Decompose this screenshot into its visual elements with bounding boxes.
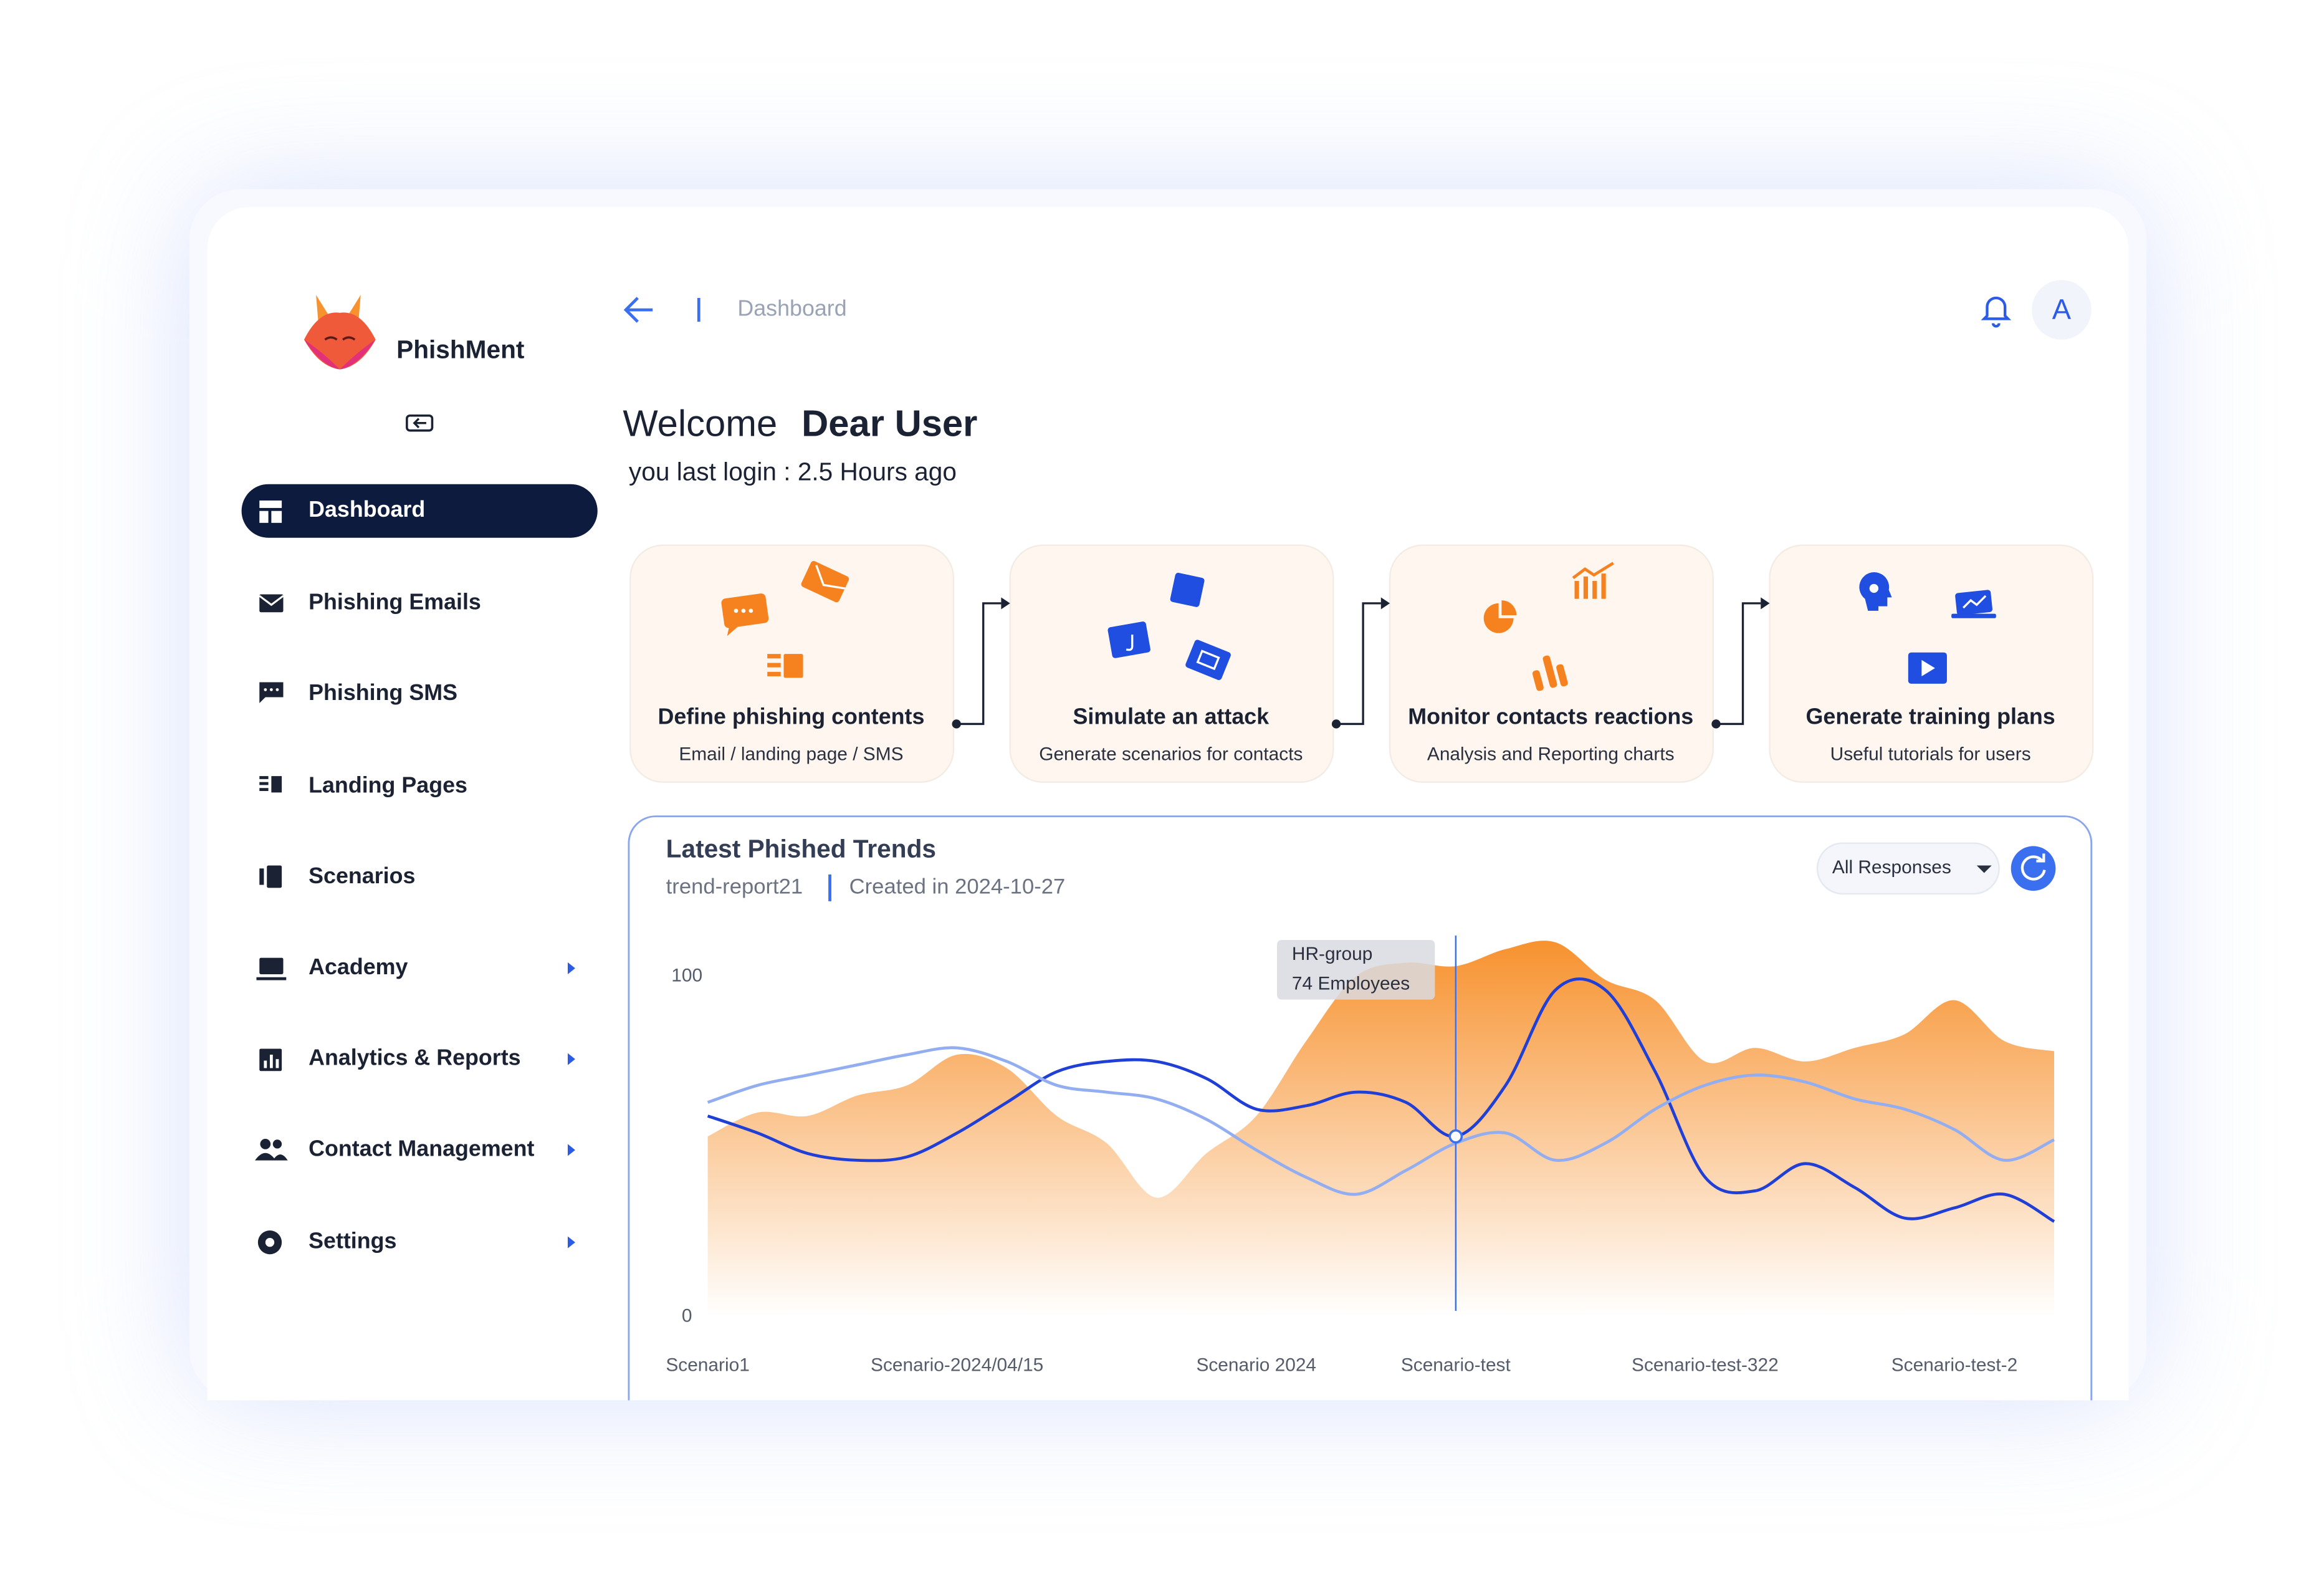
refresh-button[interactable] bbox=[2011, 846, 2056, 891]
filter-dropdown[interactable] bbox=[1816, 842, 2000, 895]
y-tick-label: 0 bbox=[682, 1306, 692, 1326]
x-tick-label: Scenario-2024/04/15 bbox=[871, 1354, 1043, 1375]
avatar[interactable] bbox=[2032, 280, 2092, 340]
step-cards bbox=[629, 544, 2094, 783]
nav-item[interactable]: Contact Management bbox=[308, 1136, 534, 1161]
caret bbox=[1976, 865, 1992, 873]
nav-item[interactable]: Phishing Emails bbox=[308, 589, 481, 614]
breadcrumb: Dashboard bbox=[737, 296, 846, 321]
line bbox=[707, 1046, 2055, 1196]
step-subtitle: Useful tutorials for users bbox=[1830, 744, 2031, 765]
y-tick-label: 100 bbox=[671, 965, 702, 985]
tooltip-title: HR-group bbox=[1292, 944, 1372, 964]
x-tick-label: Scenario1 bbox=[666, 1354, 749, 1375]
x-tick-label: Scenario-test bbox=[1401, 1354, 1511, 1375]
step-title: Generate training plans bbox=[1806, 704, 2055, 729]
avatar-letter: A bbox=[2052, 293, 2072, 325]
step-subtitle: Email / landing page / SMS bbox=[679, 744, 903, 765]
step-title: Simulate an attack bbox=[1073, 704, 1270, 729]
line bbox=[707, 977, 2055, 1223]
collapse-icon[interactable] bbox=[406, 414, 434, 432]
nav-item[interactable]: Academy bbox=[308, 954, 408, 979]
bell[interactable] bbox=[1981, 296, 2012, 328]
report-name: trend-report21 bbox=[666, 875, 803, 898]
logo bbox=[304, 295, 376, 370]
nav-item[interactable]: Scenarios bbox=[308, 863, 415, 888]
step-subtitle: Analysis and Reporting charts bbox=[1427, 744, 1675, 765]
nav-item[interactable]: Analytics & Reports bbox=[308, 1045, 520, 1070]
area bbox=[707, 941, 2055, 1317]
hover-point bbox=[1448, 1129, 1463, 1144]
nav-item[interactable]: Landing Pages bbox=[308, 772, 467, 797]
plot: 0 100 Scenario1 Scenario-2024/04/15 Scenario… bbox=[666, 935, 2055, 1375]
brand-name: PhishMent bbox=[396, 335, 525, 364]
greeting: Welcome bbox=[623, 402, 777, 444]
created-date: Created in 2024-10-27 bbox=[849, 875, 1066, 898]
filter-label: All Responses bbox=[1832, 857, 1951, 878]
x-tick-label: Scenario 2024 bbox=[1196, 1354, 1316, 1375]
x-tick-label: Scenario-test-2 bbox=[1891, 1354, 2017, 1375]
last-login: you last login : 2.5 Hours ago bbox=[629, 458, 957, 486]
nav-item[interactable]: Phishing SMS bbox=[308, 680, 457, 705]
nav-item[interactable]: Dashboard bbox=[308, 497, 425, 522]
user-name: Dear User bbox=[801, 402, 977, 444]
x-tick-label: Scenario-test-322 bbox=[1632, 1354, 1779, 1375]
back-button[interactable] bbox=[623, 297, 653, 323]
tooltip-text: 74 Employees bbox=[1292, 974, 1410, 994]
nav-active[interactable] bbox=[241, 484, 598, 538]
tooltip bbox=[1277, 939, 1435, 1000]
step-title: Monitor contacts reactions bbox=[1408, 704, 1693, 729]
nav-icons bbox=[255, 500, 575, 1255]
refresh-icon bbox=[2020, 853, 2046, 881]
nav-item[interactable]: Settings bbox=[308, 1229, 396, 1254]
panel-title: Latest Phished Trends bbox=[666, 834, 936, 863]
step-subtitle: Generate scenarios for contacts bbox=[1039, 744, 1303, 765]
step-title: Define phishing contents bbox=[658, 704, 924, 729]
